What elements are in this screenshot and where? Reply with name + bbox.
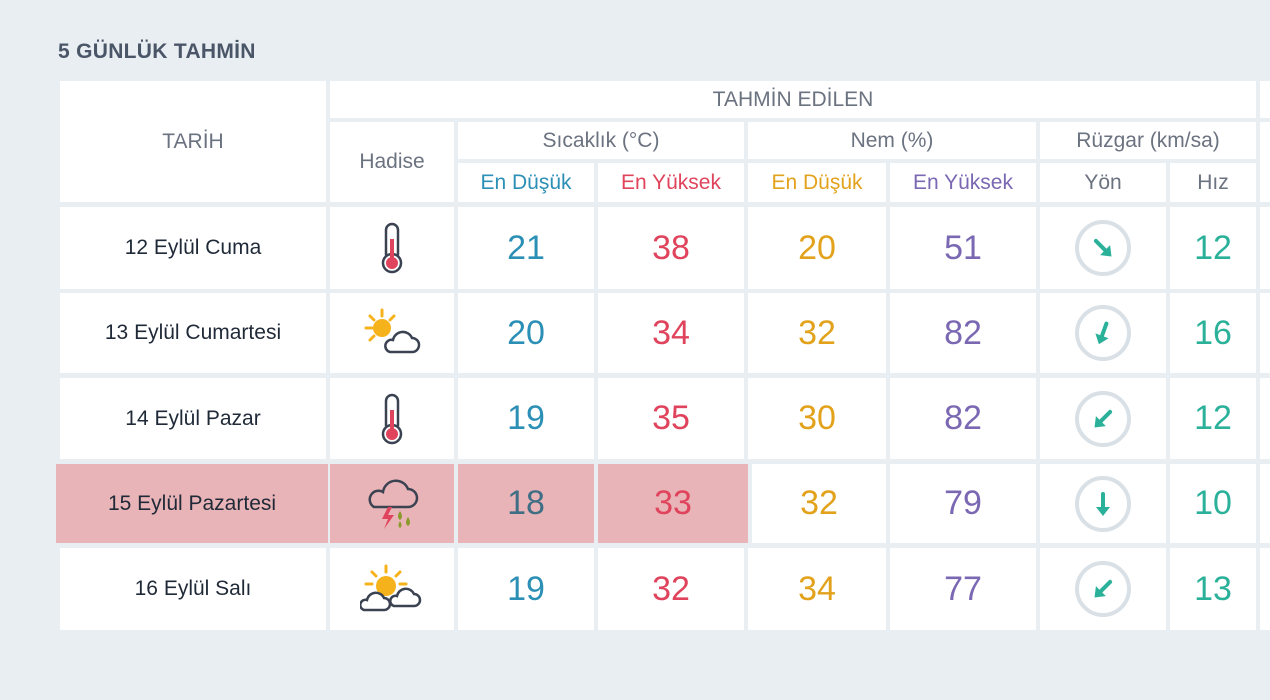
temp-min-value: 19: [458, 378, 594, 459]
compass-icon: [1075, 305, 1131, 361]
wind-speed-value: 12: [1170, 207, 1256, 289]
row-date: 12 Eylül Cuma: [60, 207, 326, 289]
weather-event-cell: [330, 293, 454, 373]
sun-behind-clouds-icon: [360, 564, 422, 612]
row-date: 16 Eylül Salı: [60, 548, 326, 630]
temp-max-value: 34: [598, 293, 744, 373]
weather-event-cell: [330, 464, 454, 543]
row-extra: [1260, 464, 1270, 543]
row-date: 14 Eylül Pazar: [60, 378, 326, 459]
hum-max-value: 79: [890, 464, 1036, 543]
hum-max-value: 82: [890, 293, 1036, 373]
wind-arrow-icon: [1096, 491, 1110, 516]
wind-direction-cell: [1040, 378, 1166, 459]
row-extra: [1260, 548, 1270, 630]
temp-min-value: 21: [458, 207, 594, 289]
header-humidity: Nem (%): [748, 122, 1036, 159]
subheader-hum-max: En Yüksek: [890, 163, 1036, 202]
hum-min-value: 32: [752, 464, 886, 543]
header-extra: [1260, 81, 1270, 118]
header-extra-2: [1260, 122, 1270, 202]
header-date: TARİH: [60, 81, 326, 202]
header-wind: Rüzgar (km/sa): [1040, 122, 1256, 159]
compass-icon: [1075, 220, 1131, 276]
wind-speed-value: 16: [1170, 293, 1256, 373]
subheader-hum-min: En Düşük: [748, 163, 886, 202]
wind-direction-cell: [1040, 207, 1166, 289]
compass-icon: [1075, 561, 1131, 617]
compass-icon: [1075, 475, 1131, 532]
temp-max-value: 38: [598, 207, 744, 289]
wind-arrow-icon: [1095, 321, 1109, 345]
hum-min-value: 20: [748, 207, 886, 289]
weather-event-cell: [330, 207, 454, 289]
hum-max-value: 77: [890, 548, 1036, 630]
wind-direction-cell: [1040, 293, 1166, 373]
thermometer-icon: [381, 222, 403, 274]
header-forecast: TAHMİN EDİLEN: [330, 81, 1256, 118]
thunderstorm-rain-icon: [368, 479, 419, 529]
header-temperature: Sıcaklık (°C): [458, 122, 744, 159]
header-event: Hadise: [330, 122, 454, 202]
subheader-temp-max: En Yüksek: [598, 163, 744, 202]
hum-max-value: 51: [890, 207, 1036, 289]
temp-min-value: 20: [458, 293, 594, 373]
temp-max-value: 32: [598, 548, 744, 630]
partly-cloudy-icon: [364, 308, 421, 354]
row-extra: [1260, 378, 1270, 459]
hum-max-value: 82: [890, 378, 1036, 459]
hum-min-value: 32: [748, 293, 886, 373]
temp-max-value: 35: [598, 378, 744, 459]
wind-arrow-icon: [1094, 579, 1113, 598]
row-extra: [1260, 293, 1270, 373]
compass-icon: [1075, 390, 1131, 447]
temp-min-value: 18: [458, 464, 594, 543]
wind-speed-value: 10: [1170, 464, 1256, 543]
thermometer-icon: [381, 393, 403, 444]
row-date: 13 Eylül Cumartesi: [60, 293, 326, 373]
subheader-wind-dir: Yön: [1040, 163, 1166, 202]
weather-event-cell: [330, 548, 454, 630]
wind-arrow-icon: [1094, 409, 1113, 427]
hum-min-value: 34: [748, 548, 886, 630]
page-title: 5 GÜNLÜK TAHMİN: [58, 40, 256, 63]
wind-direction-cell: [1040, 464, 1166, 543]
temp-min-value: 19: [458, 548, 594, 630]
wind-direction-cell: [1040, 548, 1166, 630]
subheader-temp-min: En Düşük: [458, 163, 594, 202]
subheader-wind-speed: Hız: [1170, 163, 1256, 202]
wind-speed-value: 13: [1170, 548, 1256, 630]
row-extra: [1260, 207, 1270, 289]
wind-arrow-icon: [1093, 238, 1112, 257]
wind-speed-value: 12: [1170, 378, 1256, 459]
temp-max-value: 33: [598, 464, 748, 543]
weather-event-cell: [330, 378, 454, 459]
row-date: 15 Eylül Pazartesi: [56, 464, 328, 543]
hum-min-value: 30: [748, 378, 886, 459]
